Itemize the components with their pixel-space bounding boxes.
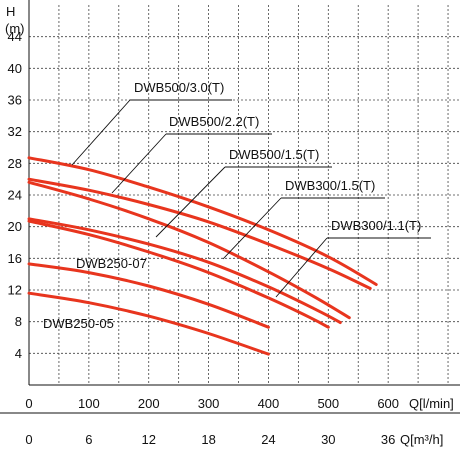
leader-line — [222, 197, 282, 260]
x-tick-label-lmin: 500 — [317, 396, 339, 411]
x-tick-label-m3h: 24 — [261, 432, 275, 447]
curve-dwb500-2-2-t- — [27, 177, 372, 290]
series-label: DWB300/1.1(T) — [331, 218, 421, 233]
y-tick-label: 8 — [15, 314, 22, 329]
x-tick-label-m3h: 36 — [381, 432, 395, 447]
x-tick-label-m3h: 30 — [321, 432, 335, 447]
leader-line — [111, 133, 167, 194]
x-tick-label-lmin: 600 — [377, 396, 399, 411]
leader-line — [155, 166, 226, 238]
tick-labels: 4 8 12 16 20 24 28 32 36 40 44 0 100 200 300 400 500 600 0… — [8, 29, 399, 447]
leader-line — [71, 99, 131, 166]
curve-dwb500-3-0-t- — [27, 156, 378, 286]
x-tick-label-m3h: 0 — [25, 432, 32, 447]
x-tick-label-m3h: 6 — [85, 432, 92, 447]
x-tick-label-m3h: 18 — [201, 432, 215, 447]
x-tick-label-lmin: 400 — [258, 396, 280, 411]
series-label: DWB250-07 — [76, 256, 147, 271]
y-tick-label: 16 — [8, 251, 22, 266]
axes-frame — [0, 0, 460, 414]
y-axis-unit: (m) — [5, 21, 25, 36]
x-tick-label-m3h: 12 — [141, 432, 155, 447]
curve-dwb300-1-5-t- — [27, 217, 342, 324]
series-label: DWB500/3.0(T) — [134, 80, 224, 95]
x-axis-label-lmin: Q[l/min] — [409, 396, 454, 411]
curve-dwb250-07 — [27, 262, 270, 329]
series-label: DWB250-05 — [43, 316, 114, 331]
y-tick-label: 20 — [8, 219, 22, 234]
series-label: DWB500/1.5(T) — [229, 147, 319, 162]
y-tick-label: 40 — [8, 61, 22, 76]
series-label: DWB300/1.5(T) — [285, 178, 375, 193]
x-axis-label-m3h: Q[m³/h] — [400, 432, 443, 447]
series-labels: DWB500/3.0(T) DWB500/2.2(T) DWB500/1.5(T) D… — [43, 80, 421, 331]
leader-line — [275, 237, 328, 298]
x-tick-label-lmin: 100 — [78, 396, 100, 411]
x-tick-label-lmin: 0 — [25, 396, 32, 411]
curve-dwb250-05 — [27, 291, 270, 356]
x-tick-label-lmin: 300 — [198, 396, 220, 411]
y-axis-symbol: H — [6, 4, 15, 19]
y-tick-label: 24 — [8, 188, 22, 203]
y-tick-label: 4 — [15, 346, 22, 361]
series-label: DWB500/2.2(T) — [169, 114, 259, 129]
y-tick-label: 36 — [8, 93, 22, 108]
y-tick-label: 28 — [8, 156, 22, 171]
label-leaders — [71, 99, 431, 298]
y-tick-label: 44 — [8, 29, 22, 44]
curve-dwb500-1-5-t- — [27, 180, 351, 320]
curve-dwb300-1-1-t- — [27, 219, 330, 329]
x-tick-label-lmin: 200 — [138, 396, 160, 411]
y-tick-label: 32 — [8, 124, 22, 139]
y-tick-label: 12 — [8, 283, 22, 298]
curves — [27, 156, 378, 356]
grid — [29, 5, 460, 385]
